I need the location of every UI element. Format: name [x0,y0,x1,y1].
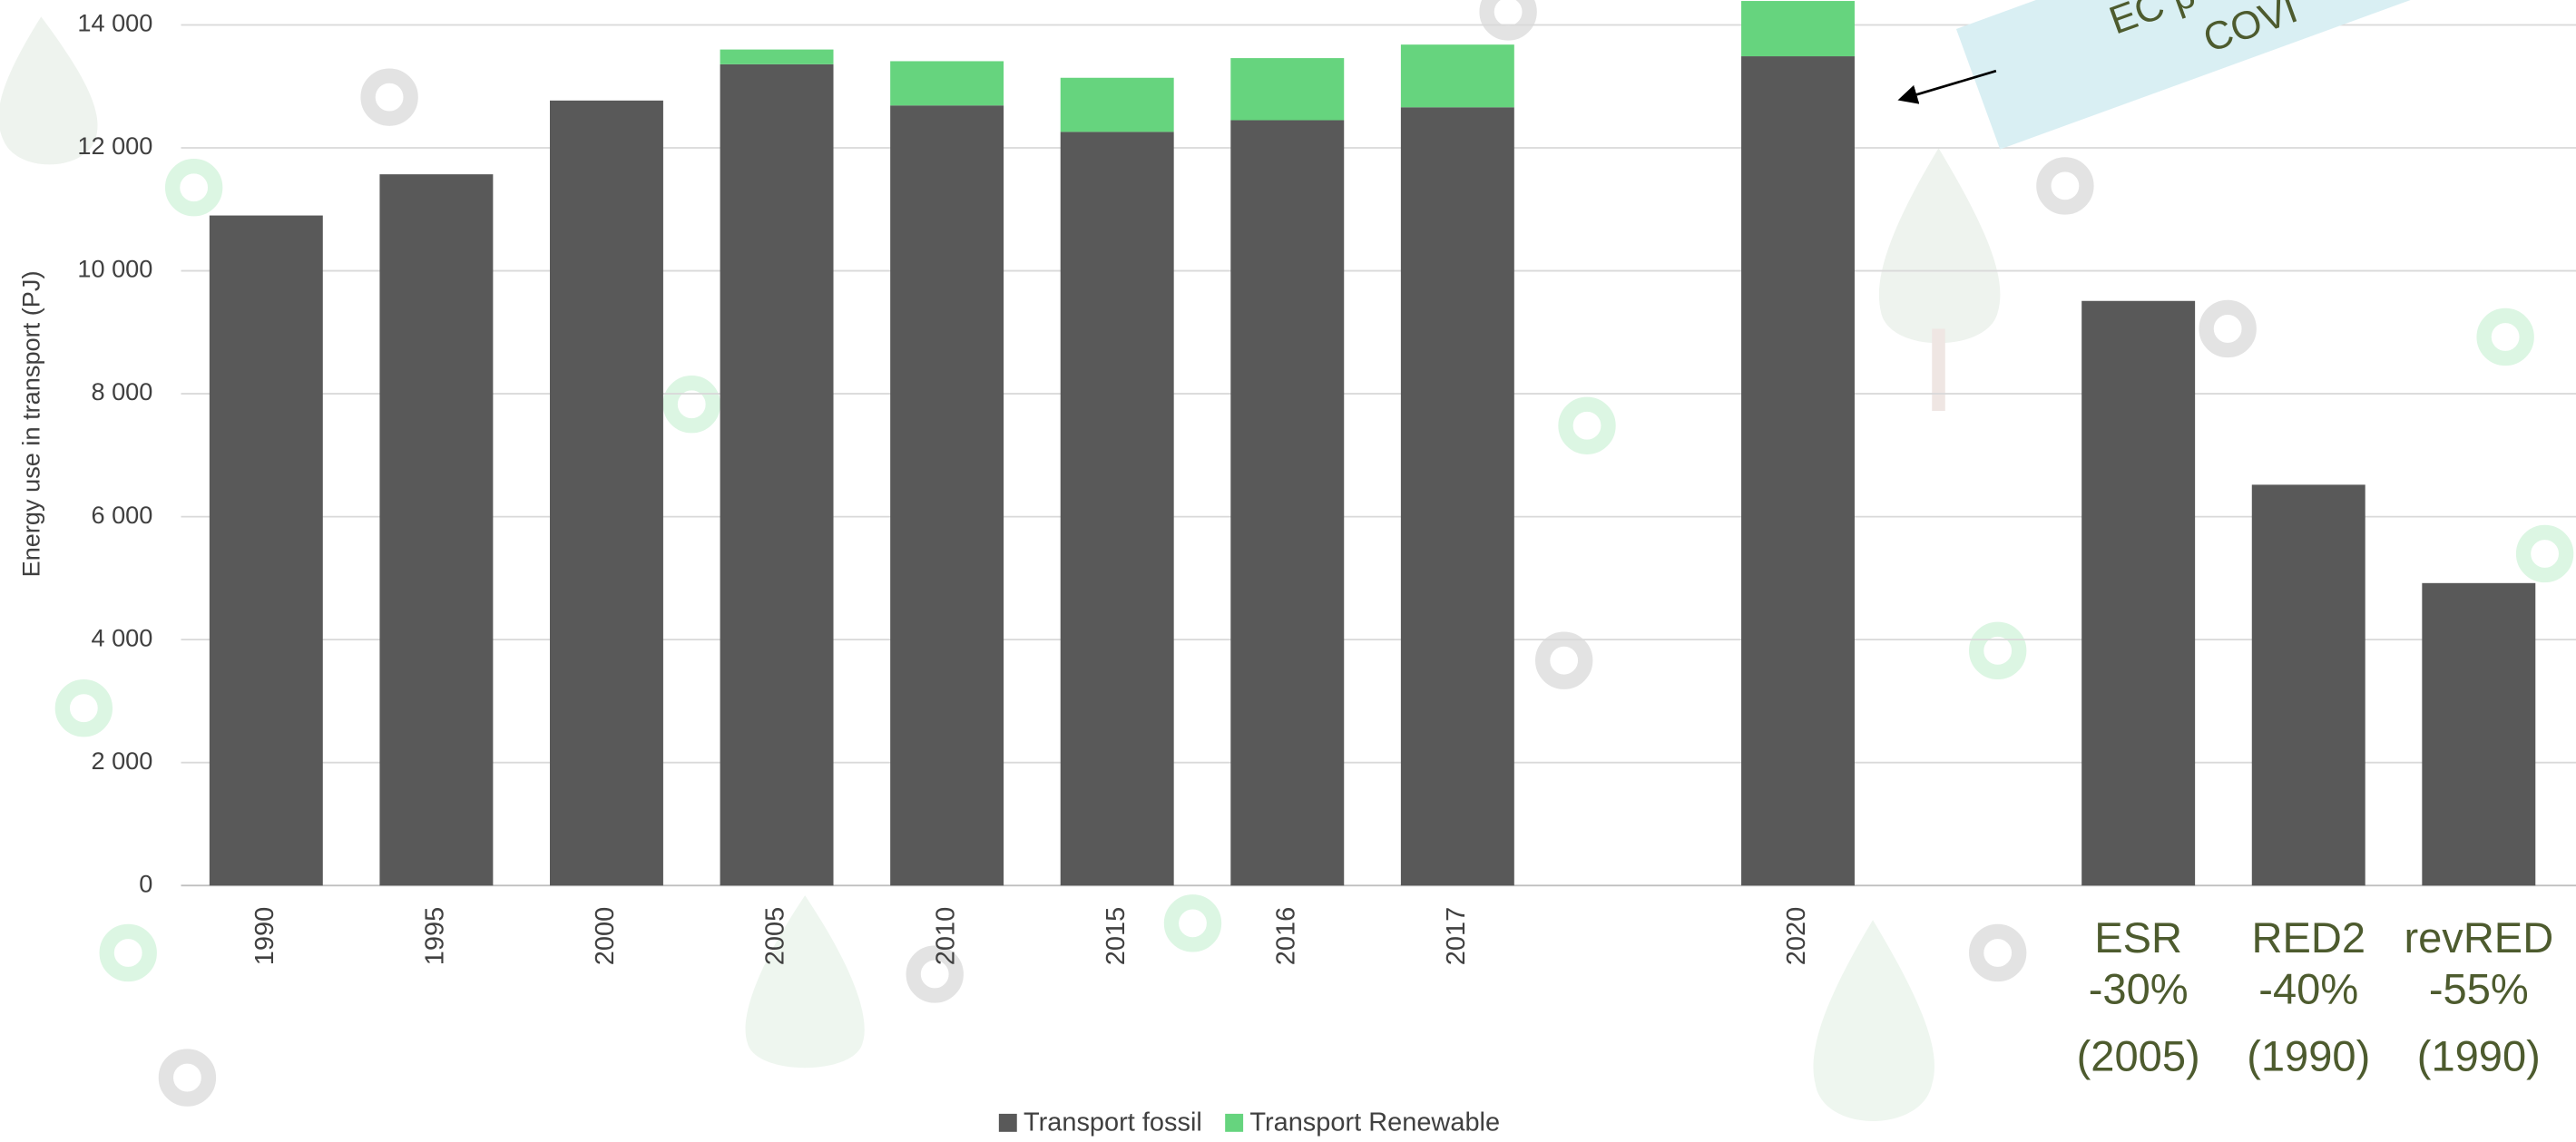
bar-segment [550,101,663,885]
page: {"chart_data": {"type": "stacked-bar", "… [0,0,2576,1142]
y-tick-label: 0 [139,869,152,897]
x-tick-label: 2000 [591,907,620,965]
y-tick-label: 6 000 [91,501,152,529]
x-tick-label: -40% [2258,964,2358,1012]
x-tick-label: revRED [2404,913,2553,961]
x-tick-label: RED2 [2251,913,2365,961]
bar-segment [890,61,1004,105]
x-tick-label: (1990) [2417,1032,2541,1080]
x-tick-label: 2016 [1271,907,1300,965]
annotation: EC p COVI [1956,0,2448,150]
y-tick-label: 10 000 [77,255,152,283]
legend-swatch [999,1114,1017,1132]
x-tick-label: (2005) [2077,1032,2200,1080]
bar-segment [1741,1,1855,56]
chart: 0 2 000 4 000 6 000 8 000 10 000 12 000 14 000 1… [0,0,2576,1142]
bar-segment [2252,484,2365,885]
legend-swatch [1225,1114,1243,1132]
bar-segment [1230,58,1344,120]
y-tick-label: 8 000 [91,377,152,405]
bar-segment [2422,583,2535,885]
bar-segment [1401,107,1514,885]
x-tick-label: (1990) [2247,1032,2370,1080]
plot-area: 0 2 000 4 000 6 000 8 000 10 000 12 000 14 000 1… [77,1,2576,1080]
x-tick-label: 2015 [1102,907,1131,965]
x-tick-label: -30% [2089,964,2189,1012]
y-tick-label: 2 000 [91,747,152,775]
bar-segment [720,64,834,885]
bar-segment [720,50,834,64]
bar-segment [890,105,1004,885]
x-tick-label: 2005 [761,907,790,965]
legend: Transport fossil Transport Renewable [999,1108,1500,1137]
x-tick-label: 2020 [1782,907,1811,965]
x-tick-label: 2010 [931,907,960,965]
bar-segment [1741,56,1855,885]
legend-label: Transport fossil [1024,1108,1202,1137]
bar-segment [1061,78,1174,132]
x-tick-label: 2017 [1442,907,1471,965]
bar-segment [1230,121,1344,886]
x-tick-label: -55% [2429,964,2529,1012]
legend-label: Transport Renewable [1249,1108,1500,1137]
y-tick-label: 4 000 [91,623,152,651]
bar-segment [1401,44,1514,107]
x-tick-label: 1990 [250,907,279,965]
y-tick-label: 12 000 [77,132,152,160]
y-tick-label: 14 000 [77,9,152,37]
x-tick-label: ESR [2094,913,2182,961]
bar-segment [210,216,323,886]
bar-segment [379,174,493,885]
bar-segment [1061,132,1174,885]
bar-segment [2081,301,2195,885]
x-tick-label: 1995 [421,907,450,965]
y-axis-title: Energy use in transport (PJ) [16,270,44,577]
